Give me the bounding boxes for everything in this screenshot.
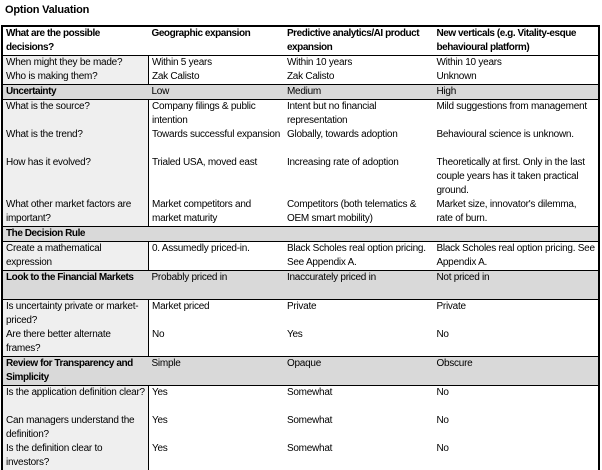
cell: Opaque: [283, 356, 434, 386]
section-row-uncertainty: Uncertainty Low Medium High: [2, 84, 599, 100]
section-row-transparency-simplicity: Review for Transparency and Simplicity S…: [2, 356, 599, 386]
cell: Low: [148, 84, 284, 100]
page-title: Option Valuation: [5, 4, 90, 16]
cell: No: [436, 329, 449, 340]
cell: Mild suggestions from management: [436, 101, 587, 112]
column-header-decisions: What are the possible decisions?: [2, 26, 149, 56]
row-label: What is the source?: [2, 99, 149, 128]
row-label: Are there better alternate frames?: [2, 328, 149, 357]
cell: Probably priced in: [148, 270, 284, 300]
table-row-application-definition: Is the application definition clear? Yes…: [2, 385, 599, 414]
cell: Zak Calisto: [151, 71, 200, 82]
row-label: Is the definition clear to investors?: [2, 442, 149, 470]
row-label: What other market factors are important?: [2, 198, 149, 227]
section-label: The Decision Rule: [2, 226, 149, 242]
cell: Zak Calisto: [286, 71, 335, 82]
cell: No: [436, 415, 449, 426]
cell: 0. Assumedly priced-in.: [151, 243, 250, 254]
table-row-alternate-frames: Are there better alternate frames? No Ye…: [2, 328, 599, 357]
option-valuation-table: What are the possible decisions? Geograp…: [1, 25, 600, 470]
cell: Market size, innovator's dilemma, rate o…: [436, 199, 577, 224]
cell: Private: [286, 301, 317, 312]
cell: Inaccurately priced in: [283, 270, 434, 300]
cell: No: [151, 329, 165, 340]
table-row-trend: What is the trend? Towards successful ex…: [2, 128, 599, 156]
row-label: How has it evolved?: [2, 156, 149, 198]
cell: Within 5 years: [151, 57, 212, 68]
table-row-when-made: When might they be made? Within 5 years …: [2, 55, 599, 70]
section-label: Review for Transparency and Simplicity: [2, 356, 149, 386]
section-label: Look to the Financial Markets: [2, 270, 149, 300]
table-row-clear-to-investors: Is the definition clear to investors? Ye…: [2, 442, 599, 470]
table-row-private-or-market-priced: Is uncertainty private or market-priced?…: [2, 299, 599, 328]
cell: No: [436, 443, 449, 454]
cell: Black Scholes real option pricing. See A…: [436, 243, 595, 268]
cell: [433, 226, 599, 242]
section-row-financial-markets: Look to the Financial Markets Probably p…: [2, 270, 599, 300]
cell: Somewhat: [286, 415, 333, 426]
cell: Simple: [148, 356, 284, 386]
column-header-predictive-analytics: Predictive analytics/AI product expansio…: [283, 26, 434, 56]
row-label: Is the application definition clear?: [2, 385, 149, 414]
row-label: Is uncertainty private or market-priced?: [2, 299, 149, 328]
cell: Yes: [151, 387, 168, 398]
cell: Black Scholes real option pricing. See A…: [286, 243, 426, 268]
cell: [148, 226, 284, 242]
row-label: When might they be made?: [2, 55, 149, 70]
cell: Somewhat: [286, 443, 333, 454]
row-label: Who is making them?: [2, 70, 149, 85]
cell: High: [433, 84, 599, 100]
table-row-market-factors: What other market factors are important?…: [2, 198, 599, 227]
cell: Globally, towards adoption: [286, 129, 398, 140]
cell: Towards successful expansion: [151, 129, 281, 140]
cell: Yes: [151, 443, 168, 454]
table-row-managers-understand: Can managers understand the definition? …: [2, 414, 599, 442]
cell: Theoretically at first. Only in the last…: [436, 157, 585, 196]
cell: Market competitors and market maturity: [151, 199, 251, 224]
cell: Company filings & public intention: [151, 101, 256, 126]
table-row-evolved: How has it evolved? Trialed USA, moved e…: [2, 156, 599, 198]
section-row-decision-rule: The Decision Rule: [2, 226, 599, 242]
row-label: Can managers understand the definition?: [2, 414, 149, 442]
cell: Market priced: [151, 301, 210, 312]
section-label: Uncertainty: [2, 84, 149, 100]
cell: Not priced in: [433, 270, 599, 300]
cell: Yes: [286, 329, 303, 340]
cell: Within 10 years: [436, 57, 502, 68]
column-header-new-verticals: New verticals (e.g. Vitality-esque behav…: [433, 26, 599, 56]
cell: [283, 226, 434, 242]
cell: No: [436, 387, 449, 398]
table-row-who-making: Who is making them? Zak Calisto Zak Cali…: [2, 70, 599, 85]
cell: Behavioural science is unknown.: [436, 129, 574, 140]
row-label: What is the trend?: [2, 128, 149, 156]
header-row: What are the possible decisions? Geograp…: [2, 26, 599, 56]
cell: Intent but no financial representation: [286, 101, 377, 126]
cell: Obscure: [433, 356, 599, 386]
column-header-geographic-expansion: Geographic expansion: [148, 26, 284, 56]
cell: Increasing rate of adoption: [286, 157, 399, 168]
cell: Within 10 years: [286, 57, 353, 68]
cell: Competitors (both telematics & OEM smart…: [286, 199, 417, 224]
cell: Somewhat: [286, 387, 333, 398]
cell: Yes: [151, 415, 168, 426]
table-row-mathematical-expression: Create a mathematical expression 0. Assu…: [2, 241, 599, 271]
cell: Private: [436, 301, 466, 312]
cell: Medium: [283, 84, 434, 100]
cell: Unknown: [436, 71, 477, 82]
cell: Trialed USA, moved east: [151, 157, 258, 168]
table-row-source: What is the source? Company filings & pu…: [2, 99, 599, 128]
row-label: Create a mathematical expression: [2, 241, 149, 271]
